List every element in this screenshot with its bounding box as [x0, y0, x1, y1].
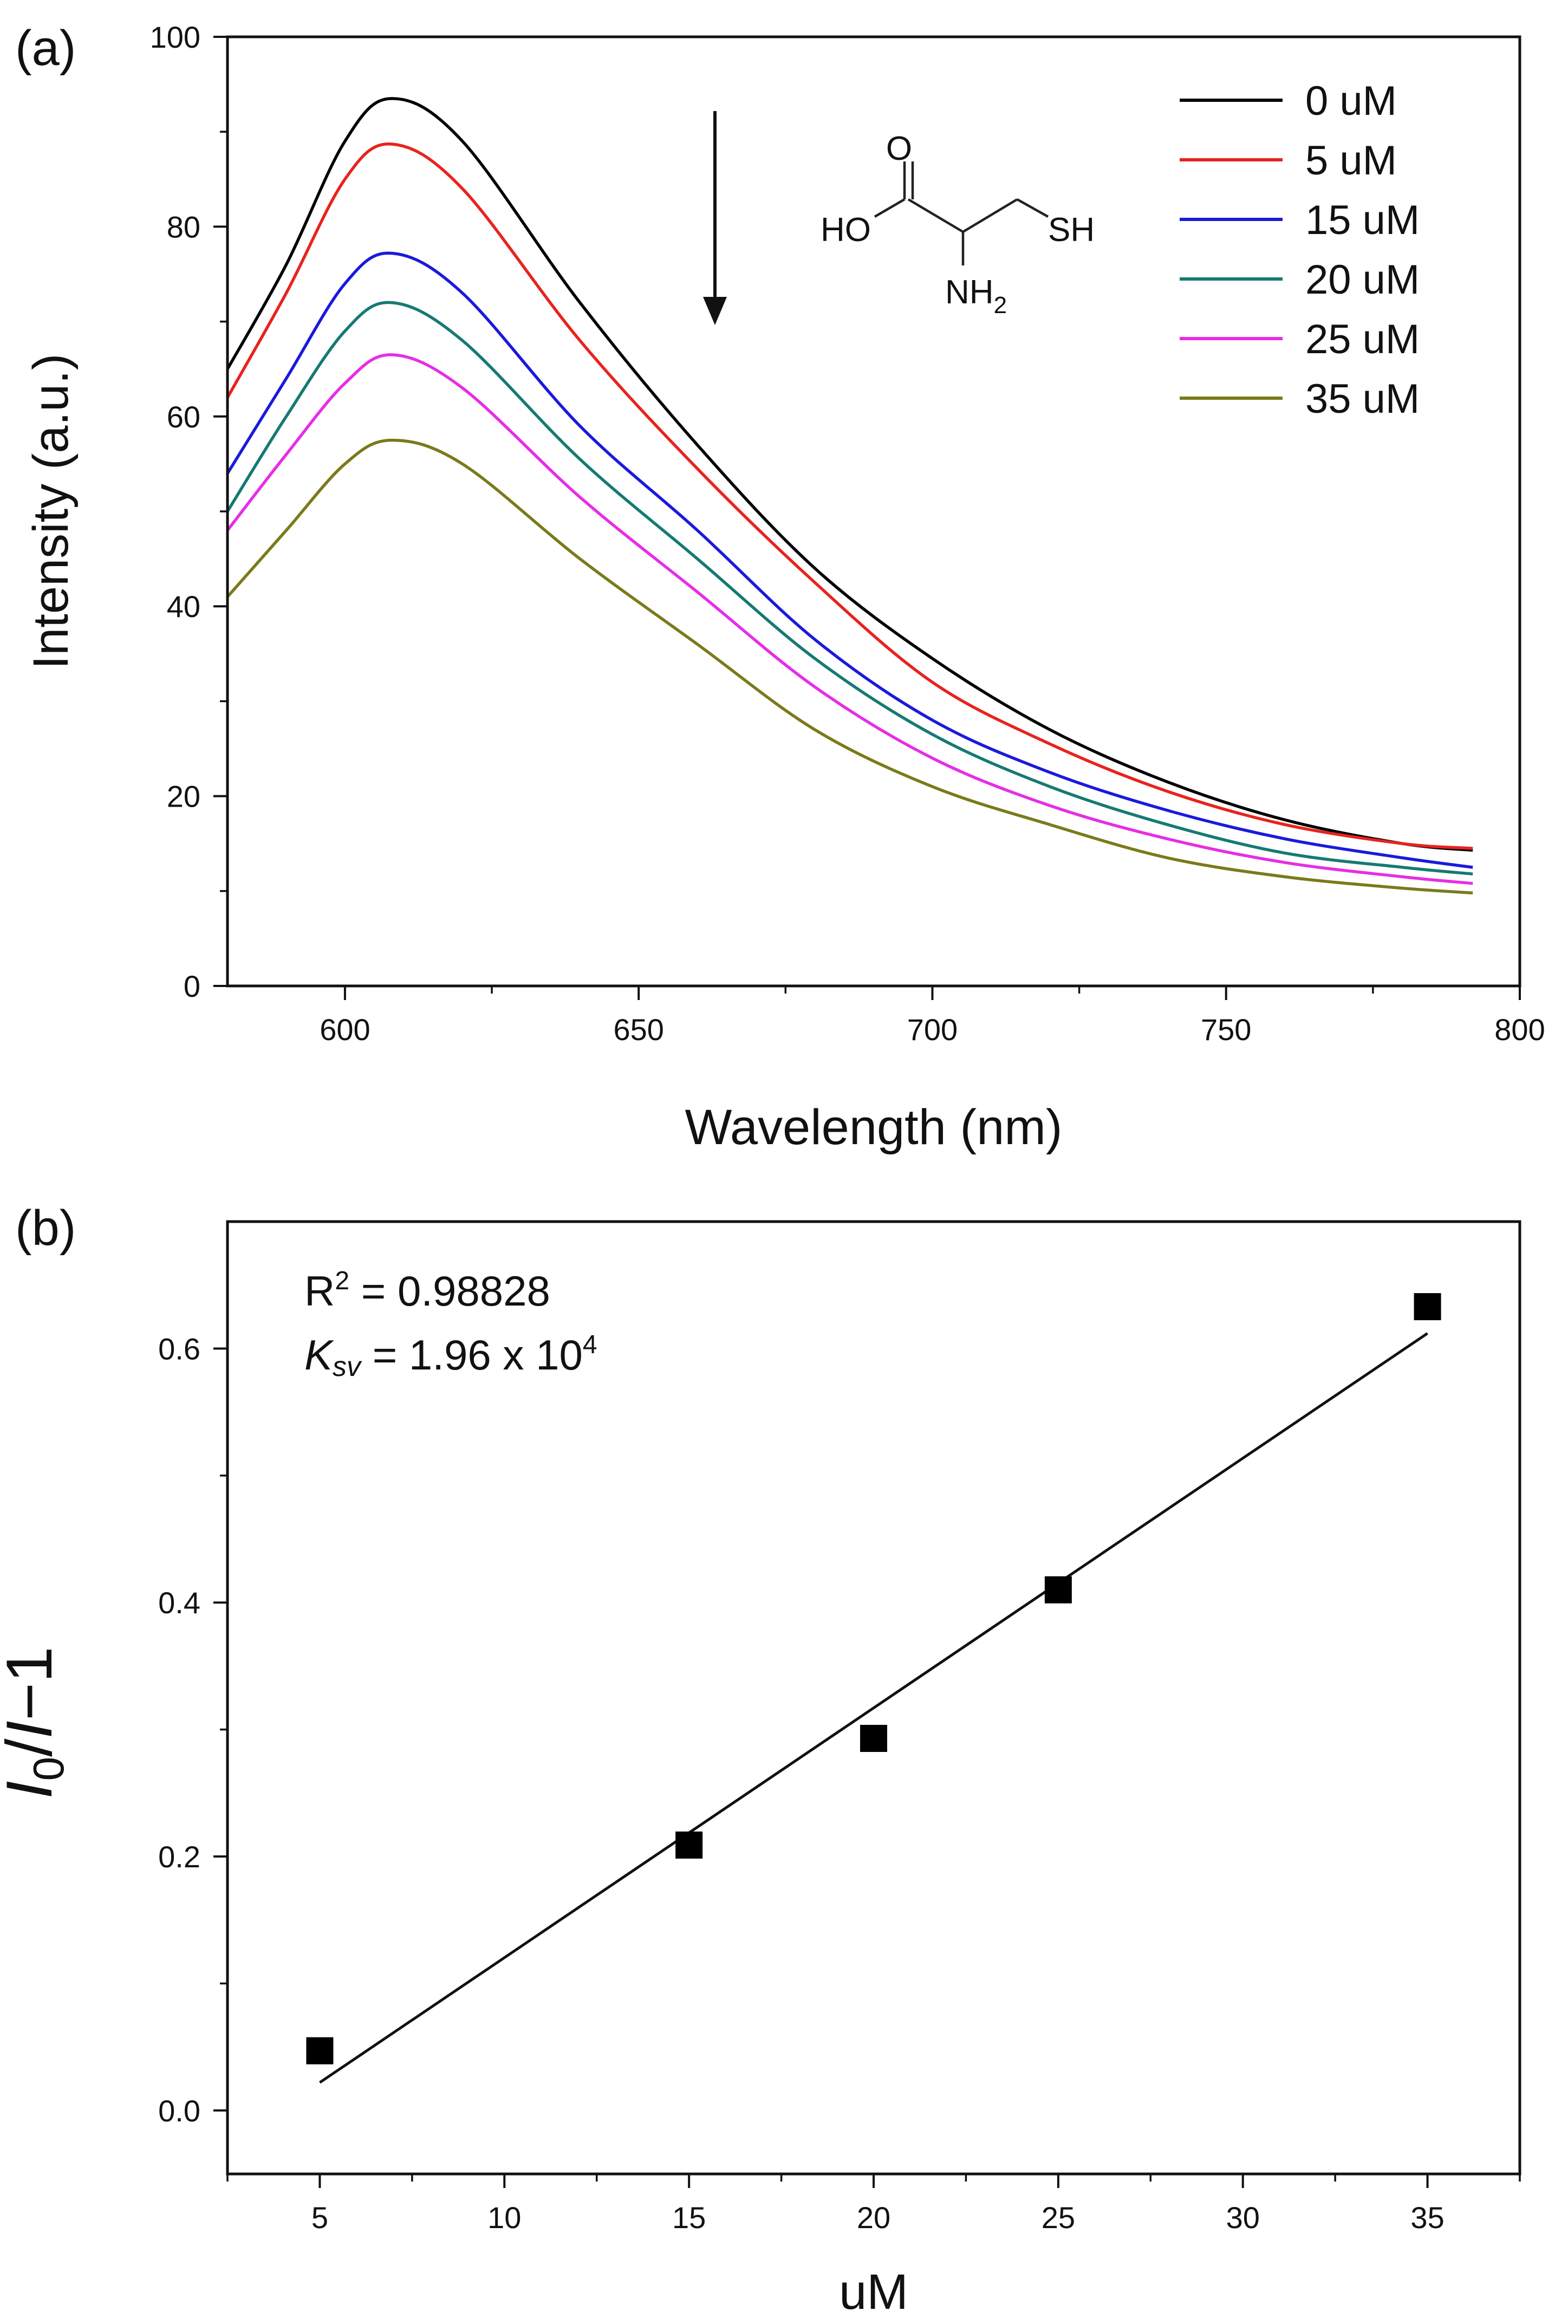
- panel-a-y-axis-title: Intensity (a.u.): [23, 354, 79, 670]
- y-tick-label-a-4: 80: [167, 210, 200, 244]
- panel-b-y-axis-title: I0/I−1: [0, 1646, 73, 1799]
- fit-line: [319, 1332, 1428, 2084]
- legend-label-1: 5 uM: [1305, 138, 1397, 184]
- y-tick-label-a-5: 100: [150, 20, 200, 54]
- panel-a-legend: 0 uM 5 uM 15 uM 20 uM 25 uM 35 uM: [1180, 78, 1420, 422]
- y-tick-label-b-1: 0.2: [158, 1840, 200, 1874]
- panel-a: (a) 600 650 700 750 800 0 20 40 60 80 100 Waveleng…: [15, 20, 1545, 1155]
- panel-b-points-group: [306, 1293, 1441, 2065]
- panel-a-down-arrow: [703, 111, 727, 325]
- legend-label-2: 15 uM: [1305, 197, 1420, 243]
- chem-sh-label: SH: [1048, 211, 1095, 249]
- panel-b-label: (b): [15, 1200, 76, 1256]
- x-tick-label-b-3: 20: [857, 2200, 890, 2235]
- data-point-0: [306, 2037, 334, 2065]
- r-squared-annotation: R2 = 0.98828: [304, 1267, 550, 1315]
- data-point-1: [675, 1831, 703, 1859]
- data-point-4: [1414, 1293, 1441, 1321]
- data-point-2: [860, 1725, 887, 1752]
- series-line-3: [226, 301, 1473, 876]
- y-tick-label-b-3: 0.6: [158, 1332, 200, 1366]
- y-tick-label-b-2: 0.4: [158, 1586, 200, 1620]
- legend-label-0: 0 uM: [1305, 78, 1397, 124]
- x-tick-label-a-4: 800: [1494, 1012, 1545, 1047]
- x-tick-label-b-5: 30: [1226, 2200, 1260, 2235]
- y-tick-label-a-2: 40: [167, 589, 200, 624]
- panel-b-x-axis-title: uM: [839, 2264, 908, 2320]
- series-line-1: [226, 142, 1473, 850]
- panel-b-fit-group: [319, 1332, 1428, 2084]
- y-tick-label-a-0: 0: [184, 969, 200, 1003]
- panel-a-x-axis-title: Wavelength (nm): [685, 1100, 1062, 1155]
- series-line-5: [226, 438, 1473, 895]
- y-tick-label-a-1: 20: [167, 780, 200, 814]
- x-tick-label-a-2: 700: [907, 1012, 958, 1047]
- y-tick-label-a-3: 60: [167, 400, 200, 434]
- x-tick-label-b-6: 35: [1410, 2200, 1444, 2235]
- legend-label-5: 35 uM: [1305, 376, 1420, 422]
- chem-ho-label: HO: [821, 211, 871, 249]
- x-tick-label-a-0: 600: [320, 1012, 370, 1047]
- x-tick-label-b-4: 25: [1042, 2200, 1075, 2235]
- series-line-0: [226, 97, 1473, 852]
- ksv-annotation: Ksv = 1.96 x 104: [304, 1330, 597, 1382]
- series-line-2: [226, 251, 1473, 869]
- panel-a-series-group: [226, 97, 1473, 895]
- panel-b-ticks: 5 10 15 20 25 30 35 0.0 0.2 0.4 0.6: [158, 1332, 1521, 2235]
- legend-label-3: 20 uM: [1305, 257, 1420, 303]
- x-tick-label-a-1: 650: [613, 1012, 663, 1047]
- chem-nh2-label: NH2: [945, 274, 1007, 319]
- legend-label-4: 25 uM: [1305, 316, 1420, 362]
- series-line-4: [226, 353, 1473, 885]
- data-point-3: [1044, 1576, 1072, 1604]
- panel-b: (b) 5 10 15 20 25 30 350.00.20.40.6 uM I0/I−1 …: [0, 1200, 1521, 2320]
- panel-a-ticks: 600 650 700 750 800 0 20 40 60 80 100: [150, 20, 1545, 1047]
- y-tick-label-b-0: 0.0: [158, 2094, 200, 2128]
- chem-o-label: O: [886, 130, 912, 167]
- x-tick-label-a-3: 750: [1201, 1012, 1251, 1047]
- x-tick-label-b-1: 10: [487, 2200, 521, 2235]
- cysteine-structure: [874, 161, 1049, 265]
- x-tick-label-b-2: 15: [672, 2200, 706, 2235]
- x-tick-label-b-0: 5: [311, 2200, 328, 2235]
- panel-a-label: (a): [15, 21, 76, 76]
